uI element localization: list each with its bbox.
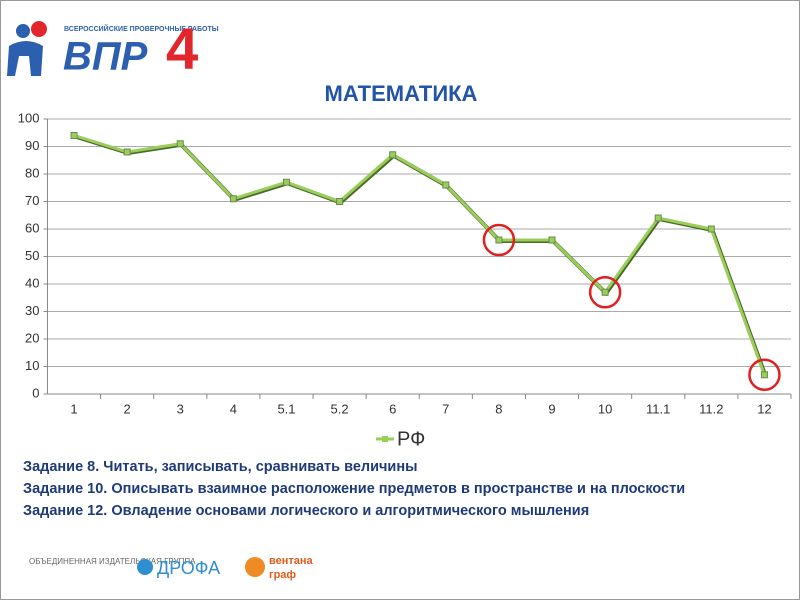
logo-subtitle: ВСЕРОССИЙСКИЕ ПРОВЕРОЧНЫЕ РАБОТЫ xyxy=(64,24,219,33)
highlight-circle xyxy=(482,223,516,257)
y-tick-label: 0 xyxy=(32,385,39,400)
legend-label: РФ xyxy=(397,428,425,450)
x-tick-label: 10 xyxy=(598,401,612,416)
logo-icon xyxy=(31,21,47,37)
legend-swatch xyxy=(382,436,388,442)
point-marker xyxy=(70,132,78,139)
footer-icon xyxy=(245,557,265,577)
y-tick-label: 70 xyxy=(25,193,39,208)
note: Задание 12. Овладение основами логическо… xyxy=(23,503,590,519)
notes: Задание 8. Читать, записывать, сравниват… xyxy=(23,456,777,522)
y-tick-label: 10 xyxy=(25,358,39,373)
note: Задание 10. Описывать взаимное расположе… xyxy=(23,481,686,497)
highlight-circle xyxy=(588,276,622,309)
point-marker xyxy=(282,178,290,186)
footer-brand: ДРОФА xyxy=(157,558,220,578)
point-marker xyxy=(654,214,662,222)
point-marker xyxy=(229,195,237,203)
x-tick-label: 9 xyxy=(548,401,555,416)
y-tick-label: 90 xyxy=(25,138,39,153)
logo-number: 4 xyxy=(166,16,198,81)
point-marker xyxy=(442,181,450,189)
x-tick-label: 6 xyxy=(389,401,396,416)
point-marker xyxy=(495,236,503,244)
series-line xyxy=(73,134,766,376)
y-tick-label: 80 xyxy=(25,165,39,180)
y-tick-label: 20 xyxy=(25,330,39,345)
x-tick-label: 4 xyxy=(230,401,237,416)
x-tick-label: 7 xyxy=(442,401,449,416)
point-marker xyxy=(123,148,131,156)
x-tick-label: 12 xyxy=(757,401,771,416)
point-marker xyxy=(601,288,609,296)
point-marker xyxy=(760,371,768,379)
y-tick-label: 40 xyxy=(25,275,39,290)
logo-icon xyxy=(7,41,43,76)
point-marker xyxy=(176,140,184,148)
x-tick-label: 2 xyxy=(124,401,131,416)
note: Задание 8. Читать, записывать, сравниват… xyxy=(23,459,418,475)
footer-brand: вентана xyxy=(269,555,314,567)
highlight-circle xyxy=(748,358,781,391)
x-tick-label: 8 xyxy=(495,401,502,416)
x-tick-label: 5.1 xyxy=(277,401,295,416)
x-tick-label: 1 xyxy=(70,401,77,416)
point-marker xyxy=(336,198,344,205)
x-tick-label: 11.1 xyxy=(646,401,670,416)
y-tick-label: 100 xyxy=(18,110,40,125)
x-tick-label: 5.2 xyxy=(331,401,349,416)
point-marker xyxy=(707,225,715,233)
logo-text: ВПР xyxy=(63,35,148,79)
point-marker xyxy=(389,151,397,159)
footer-icon xyxy=(137,559,153,575)
footer-brand: граф xyxy=(269,569,296,581)
y-tick-label: 30 xyxy=(25,303,39,318)
x-tick-label: 3 xyxy=(177,401,184,416)
footer-group: ОБЪЕДИНЕННАЯ ИЗДАТЕЛЬСКАЯ ГРУППА xyxy=(29,557,196,566)
y-tick-label: 60 xyxy=(25,220,39,235)
x-tick-label: 11.2 xyxy=(699,401,723,416)
logo-icon xyxy=(16,24,30,38)
point-marker xyxy=(548,236,556,244)
chart-title: МАТЕМАТИКА xyxy=(325,81,478,106)
y-tick-label: 50 xyxy=(25,248,39,263)
